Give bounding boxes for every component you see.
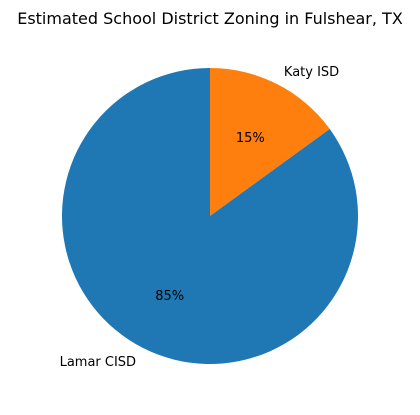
pie-labels: Katy ISD 15% Lamar CISD 85% <box>60 65 340 370</box>
chart-title: Estimated School District Zoning in Fuls… <box>17 9 403 28</box>
pie-slice-lamar-cisd <box>61 68 358 365</box>
slice-percent-lamar-cisd: 85% <box>155 289 184 304</box>
pie-slices <box>61 68 358 365</box>
slice-label-lamar-cisd: Lamar CISD <box>60 355 137 370</box>
slice-label-katy-isd: Katy ISD <box>284 65 339 80</box>
slice-percent-katy-isd: 15% <box>236 131 265 146</box>
pie-slice-katy-isd <box>210 68 330 216</box>
